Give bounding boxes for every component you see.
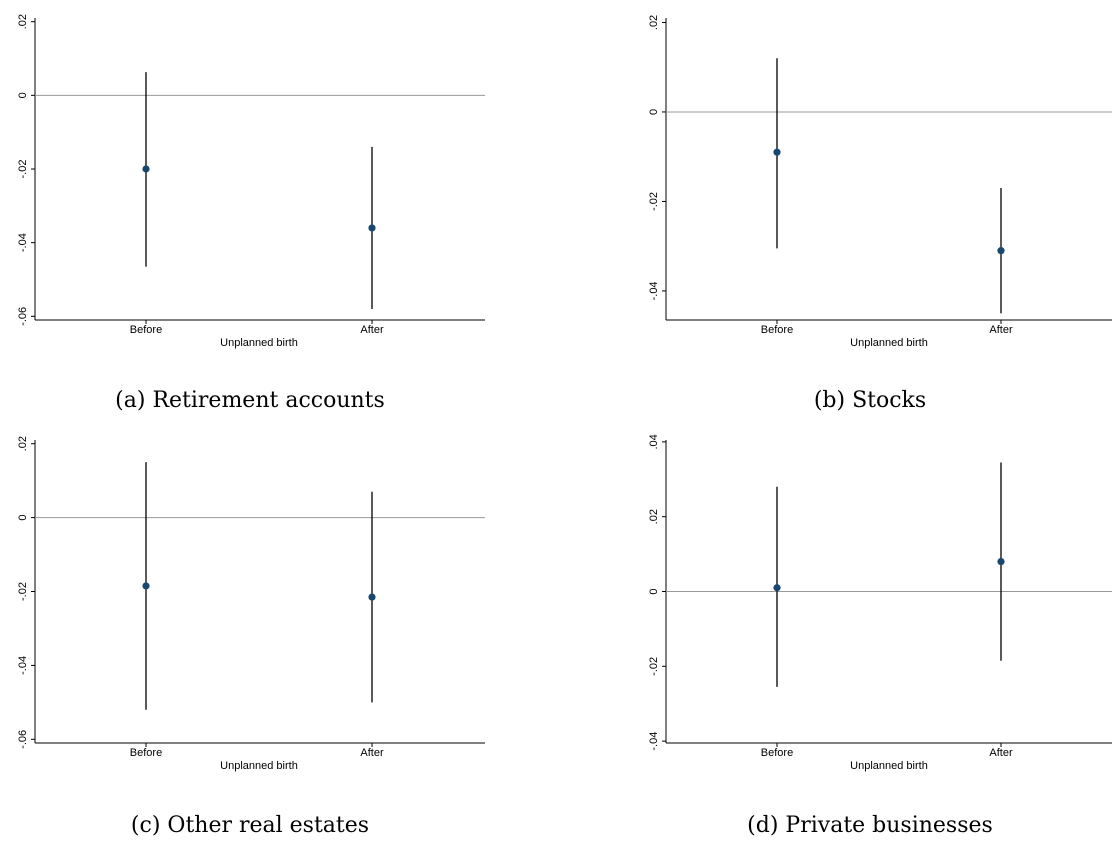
y-tick-label: .02 — [648, 509, 660, 524]
panel-d: .04 .02 0 -.02 -.04 Before After Unplanned birt… — [628, 420, 1112, 841]
y-tick-label: -.02 — [17, 582, 29, 601]
y-tick-label: 0 — [648, 588, 660, 594]
caption-c: (c) Other real estates — [130, 813, 370, 838]
y-tick-label: -.06 — [17, 307, 29, 326]
point-estimate-marker — [773, 584, 781, 592]
panel-b: .02 0 -.02 -.04 Before After Unplanned birth (… — [628, 0, 1112, 413]
chart-b: .02 0 -.02 -.04 Before After Unplanned birth — [648, 15, 1112, 349]
point-estimate-marker — [368, 224, 376, 232]
chart-d: .04 .02 0 -.02 -.04 Before After Unplanned birt… — [648, 434, 1112, 772]
y-tick-label: .02 — [17, 14, 29, 29]
x-tick-label: After — [360, 324, 384, 336]
y-tick-label: .02 — [648, 15, 660, 30]
y-tick-label: -.04 — [648, 281, 660, 300]
y-tick-label: -.02 — [648, 657, 660, 676]
x-tick-label: Before — [761, 324, 793, 336]
caption-d: (d) Private businesses — [747, 813, 993, 838]
x-axis-title: Unplanned birth — [220, 760, 298, 772]
y-tick-label: 0 — [17, 515, 29, 521]
point-estimate-marker — [368, 593, 376, 601]
y-tick-label: -.02 — [648, 192, 660, 211]
x-tick-label: Before — [130, 747, 162, 759]
y-tick-label: 0 — [648, 109, 660, 115]
caption-b: (b) Stocks — [813, 388, 927, 413]
y-tick-label: .04 — [648, 434, 660, 449]
y-tick-label: -.04 — [648, 732, 660, 751]
chart-c: .02 0 -.02 -.04 -.06 Before After Unplanned bir… — [17, 436, 485, 772]
x-axis-title: Unplanned birth — [220, 337, 298, 349]
x-tick-label: After — [989, 747, 1013, 759]
panel-a: .02 0 -.02 -.04 -.06 Before After Unplanned bir… — [0, 0, 500, 413]
x-axis-title: Unplanned birth — [850, 760, 928, 772]
point-estimate-marker — [997, 247, 1005, 255]
x-axis-title: Unplanned birth — [850, 337, 928, 349]
x-tick-label: After — [989, 324, 1013, 336]
point-estimate-marker — [773, 148, 781, 156]
y-tick-label: .02 — [17, 436, 29, 451]
panel-c: .02 0 -.02 -.04 -.06 Before After Unplanned bir… — [0, 420, 500, 841]
y-tick-label: -.04 — [17, 656, 29, 675]
x-tick-label: Before — [761, 747, 793, 759]
y-tick-label: 0 — [17, 92, 29, 98]
chart-a: .02 0 -.02 -.04 -.06 Before After Unplanned bir… — [17, 14, 485, 349]
y-tick-label: -.02 — [17, 160, 29, 179]
point-estimate-marker — [142, 165, 150, 173]
caption-a: (a) Retirement accounts — [115, 388, 385, 413]
x-tick-label: Before — [130, 324, 162, 336]
y-tick-label: -.06 — [17, 730, 29, 749]
y-tick-label: -.04 — [17, 233, 29, 252]
x-tick-label: After — [360, 747, 384, 759]
point-estimate-marker — [997, 557, 1005, 566]
point-estimate-marker — [142, 582, 150, 590]
